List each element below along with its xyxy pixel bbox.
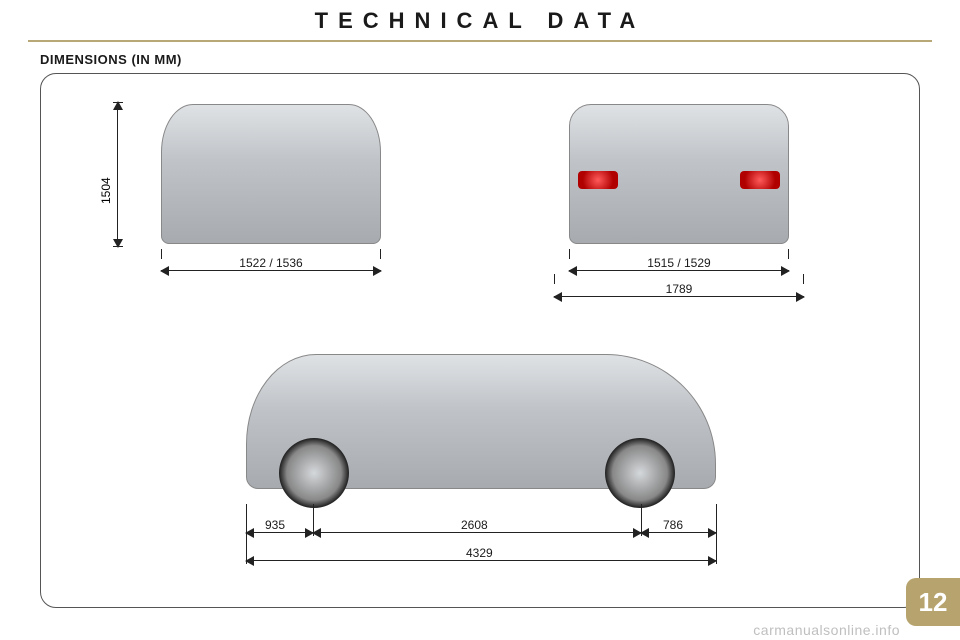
dim-tick [788, 249, 789, 259]
title-rule [28, 40, 932, 42]
dim-tick [161, 249, 162, 259]
dim-line-rear-track [569, 270, 789, 271]
car-side-view [246, 354, 716, 489]
dim-label-wheelbase: 2608 [461, 518, 488, 532]
watermark-text: carmanualsonline.info [753, 622, 900, 638]
dim-line-overall-length [246, 560, 716, 561]
dim-line-front-overhang [246, 532, 313, 533]
car-front-view [161, 104, 381, 244]
dim-tick [554, 274, 555, 284]
dim-line-height [117, 102, 118, 247]
section-subtitle: DIMENSIONS (IN MM) [40, 52, 960, 67]
dim-tick [113, 102, 123, 103]
page-title: TECHNICAL DATA [0, 0, 960, 34]
car-rear-view [569, 104, 789, 244]
dim-label-rear-overhang: 786 [663, 518, 683, 532]
dim-line-wheelbase [313, 532, 641, 533]
dim-tick [803, 274, 804, 284]
dim-label-overall-width: 1789 [654, 282, 704, 296]
car-wheel-front [279, 438, 349, 508]
dim-tick [380, 249, 381, 259]
dim-line-overall-width [554, 296, 804, 297]
dim-line-front-track [161, 270, 381, 271]
dim-tick [113, 246, 123, 247]
dim-tick [569, 249, 570, 259]
car-wheel-rear [605, 438, 675, 508]
dim-line-rear-overhang [641, 532, 716, 533]
dimensions-diagram: 1504 1522 / 1536 1515 / 1529 1789 935 26… [40, 73, 920, 608]
dim-label-height: 1504 [99, 177, 113, 204]
dim-label-rear-track: 1515 / 1529 [629, 256, 729, 270]
dim-label-overall-length: 4329 [466, 546, 493, 560]
dim-label-front-track: 1522 / 1536 [221, 256, 321, 270]
page-number-badge: 12 [906, 578, 960, 626]
dim-label-front-overhang: 935 [265, 518, 285, 532]
